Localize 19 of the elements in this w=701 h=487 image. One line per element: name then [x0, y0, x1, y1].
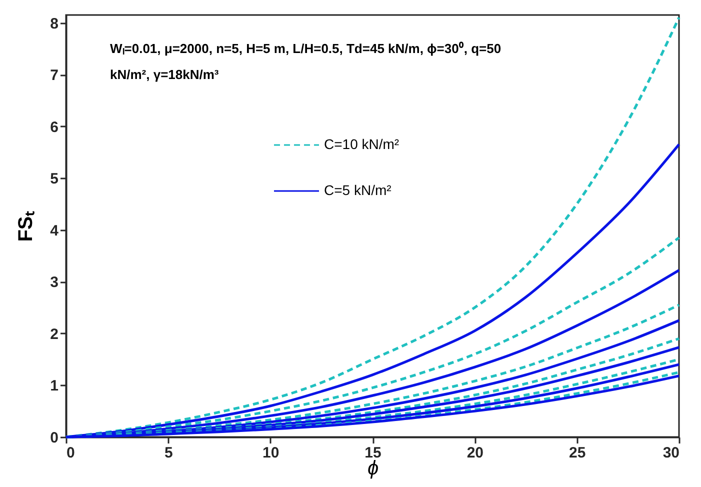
y-tick-label: 8: [50, 15, 58, 32]
x-tick-label: 10: [262, 444, 280, 462]
x-tick-label: 0: [66, 444, 75, 462]
annotation: Wₗ=0.01, μ=2000, n=5, H=5 m, L/H=0.5, Td=45 kN/m, ϕ=30⁰, q=50 kN/m², γ=18kN/m³: [110, 41, 502, 82]
y-tick-label: 4: [50, 222, 60, 240]
y-tick-label: 3: [50, 274, 58, 292]
y-tick-label: 5: [50, 170, 58, 188]
y-tick-label: 7: [50, 67, 58, 84]
y-tick-label: 1: [50, 378, 58, 395]
y-tick-label: 2: [50, 326, 58, 343]
y-axis-title: FSₜ: [15, 211, 38, 242]
x-tick-label: 30: [662, 444, 680, 462]
x-tick-label: 20: [466, 444, 484, 462]
y-tick-label: 0: [50, 430, 58, 446]
x-tick-label: 5: [164, 444, 173, 462]
y-tick-label: 6: [50, 118, 58, 136]
legend-label: C=5 kN/m²: [324, 182, 392, 198]
x-tick-label: 25: [568, 444, 586, 462]
legend-label: C=10 kN/m²: [324, 136, 400, 152]
